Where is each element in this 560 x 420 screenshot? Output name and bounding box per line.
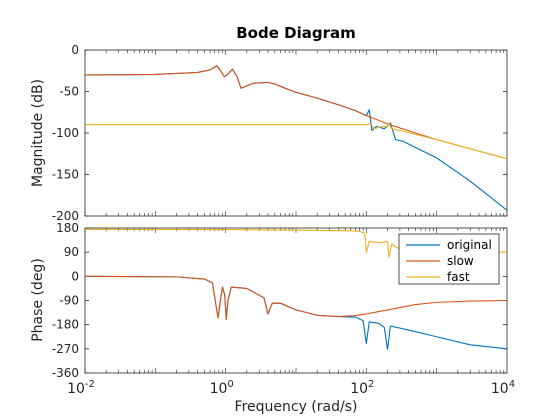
x-axis-label: Frequency (rad/s) [235, 399, 358, 415]
chart-title: Bode Diagram [236, 24, 355, 42]
x-tick-label: 102 [350, 379, 374, 397]
legend-label-slow: slow [447, 254, 474, 268]
y-tick-label: -90 [59, 294, 79, 308]
y-tick-label: -180 [52, 318, 79, 332]
x-tick-label: 100 [210, 379, 234, 397]
y-tick-label: -100 [52, 126, 79, 140]
y-tick-label: 0 [71, 43, 79, 57]
x-tick-label: 10-2 [67, 379, 95, 397]
magnitude-y-label: Magnitude (dB) [30, 79, 46, 187]
legend-label-fast: fast [447, 270, 470, 284]
y-tick-label: -270 [52, 342, 79, 356]
legend-box [398, 233, 500, 285]
y-tick-label: -50 [59, 85, 79, 99]
x-tick-label: 104 [491, 379, 515, 397]
legend-label-original: original [447, 238, 492, 252]
series-line-slow [84, 275, 508, 320]
y-tick-label: 180 [56, 221, 79, 235]
phase-y-ticks: 180 90 0 -90 -180 -270 -360 [52, 221, 507, 380]
y-tick-label: -200 [52, 209, 79, 223]
x-tick-labels: 10-2 100 102 104 [67, 379, 515, 397]
magnitude-lines [84, 65, 508, 211]
magnitude-y-ticks: 0 -50 -100 -150 -200 [52, 43, 507, 223]
legend: original slow fast [398, 233, 500, 285]
magnitude-axes-box [84, 49, 508, 217]
y-tick-label: 0 [71, 269, 79, 283]
y-tick-label: -150 [52, 168, 79, 182]
magnitude-x-ticks [84, 50, 505, 216]
series-line-fast [85, 123, 508, 160]
series-line-slow [84, 65, 508, 160]
phase-y-label: Phase (deg) [30, 258, 46, 342]
magnitude-panel: 0 -50 -100 -150 -200 Magnitude (dB) [30, 43, 508, 223]
y-tick-label: -360 [52, 366, 79, 380]
y-tick-label: 90 [64, 245, 79, 259]
